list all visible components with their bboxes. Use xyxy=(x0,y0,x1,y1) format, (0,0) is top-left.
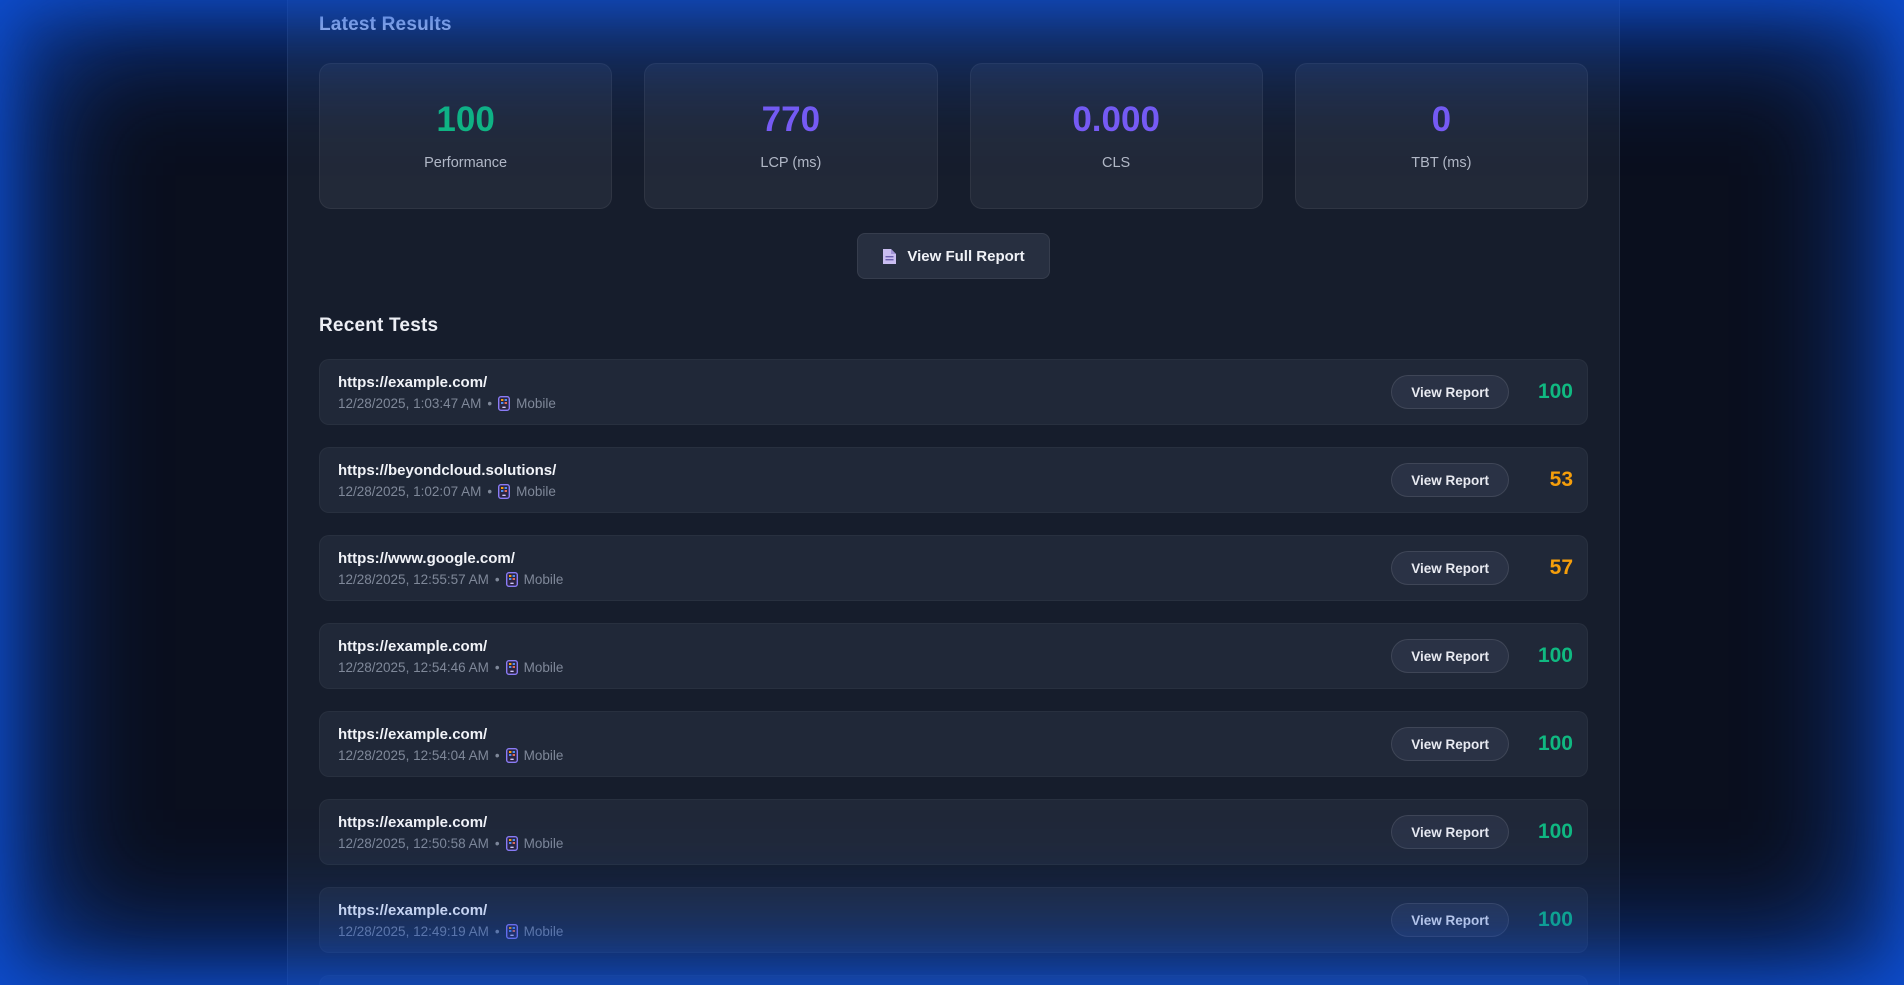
test-url: https://example.com/ xyxy=(338,637,488,655)
test-actions: View Report 100 xyxy=(1391,727,1573,761)
mobile-phone-icon xyxy=(498,395,511,411)
view-report-button[interactable]: View Report xyxy=(1391,815,1509,849)
test-actions: View Report 57 xyxy=(1391,551,1573,585)
metric-label: CLS xyxy=(1102,154,1131,171)
metric-card: 770 LCP (ms) xyxy=(644,63,938,209)
metric-card: 0 TBT (ms) xyxy=(1294,63,1588,209)
test-actions: View Report 100 xyxy=(1391,903,1573,937)
meta-separator-dot: • xyxy=(494,923,500,939)
recent-tests-title: Recent Tests xyxy=(319,315,439,336)
content-panel: Latest Results 100 Performance 770 LCP (… xyxy=(287,0,1620,985)
score-badge: 53 xyxy=(1549,468,1573,491)
test-actions: View Report 53 xyxy=(1391,463,1573,497)
test-info: https://www.google.com/ 12/28/2025, 12:5… xyxy=(338,550,563,587)
test-url: https://beyondcloud.solutions/ xyxy=(338,461,557,479)
test-timestamp: 12/28/2025, 12:49:19 AM xyxy=(338,923,489,939)
test-timestamp: 12/28/2025, 12:50:58 AM xyxy=(338,835,489,851)
test-url: https://example.com/ xyxy=(338,373,488,391)
view-report-button[interactable]: View Report xyxy=(1391,551,1509,585)
view-full-report-label: View Full Report xyxy=(907,247,1025,265)
latest-results-title: Latest Results xyxy=(319,14,452,35)
test-device: Mobile xyxy=(516,395,556,411)
test-actions: View Report 100 xyxy=(1391,815,1573,849)
meta-separator-dot: • xyxy=(494,571,500,587)
list-item: https://example.com/ 12/28/2025, 12:54:4… xyxy=(319,623,1588,689)
mobile-phone-icon xyxy=(505,659,518,675)
view-full-report-button[interactable]: View Full Report xyxy=(857,233,1050,279)
test-timestamp: 12/28/2025, 1:02:07 AM xyxy=(338,483,482,499)
metric-value: 0 xyxy=(1431,99,1452,139)
test-info: https://beyondcloud.solutions/ 12/28/202… xyxy=(338,462,556,499)
test-meta: 12/28/2025, 12:49:19 AM • Mobile xyxy=(338,924,563,939)
mobile-phone-icon xyxy=(505,835,518,851)
metric-value: 770 xyxy=(761,99,821,139)
test-meta: 12/28/2025, 1:02:07 AM • Mobile xyxy=(338,484,556,499)
score-badge: 100 xyxy=(1537,732,1573,755)
test-actions: View Report 100 xyxy=(1391,375,1573,409)
mobile-phone-icon xyxy=(505,923,518,939)
test-timestamp: 12/28/2025, 12:54:04 AM xyxy=(338,747,489,763)
test-url: https://example.com/ xyxy=(338,725,488,743)
metric-label: LCP (ms) xyxy=(760,154,822,171)
list-item: https://example.com/ 12/28/2025, 1:03:47… xyxy=(319,359,1588,425)
score-badge: 57 xyxy=(1549,556,1573,579)
test-timestamp: 12/28/2025, 1:03:47 AM xyxy=(338,395,482,411)
view-report-button[interactable]: View Report xyxy=(1391,375,1509,409)
mobile-phone-icon xyxy=(505,571,518,587)
score-badge: 100 xyxy=(1537,908,1573,931)
test-url: https://www.google.com/ xyxy=(338,549,515,567)
score-badge: 100 xyxy=(1537,380,1573,403)
meta-separator-dot: • xyxy=(494,835,500,851)
test-device: Mobile xyxy=(523,747,564,763)
view-report-button[interactable]: View Report xyxy=(1391,463,1509,497)
test-timestamp: 12/28/2025, 12:54:46 AM xyxy=(338,659,489,675)
document-icon xyxy=(882,248,897,265)
score-badge: 100 xyxy=(1537,644,1573,667)
metric-value: 0.000 xyxy=(1072,99,1160,139)
metric-value: 100 xyxy=(436,99,495,139)
test-meta: 12/28/2025, 12:55:57 AM • Mobile xyxy=(338,572,563,587)
test-device: Mobile xyxy=(523,659,564,675)
list-item: https://example.com/ 12/28/2025, 12:54:0… xyxy=(319,711,1588,777)
meta-separator-dot: • xyxy=(494,747,500,763)
test-meta: 12/28/2025, 12:54:46 AM • Mobile xyxy=(338,660,563,675)
test-timestamp: 12/28/2025, 12:55:57 AM xyxy=(338,571,489,587)
test-info: https://example.com/ 12/28/2025, 12:50:5… xyxy=(338,814,563,851)
test-device: Mobile xyxy=(523,835,564,851)
metric-card: 100 Performance xyxy=(319,63,613,209)
list-item: https://example.com/ 12/28/2025, 12:49:1… xyxy=(319,887,1588,953)
mobile-phone-icon xyxy=(498,483,511,499)
test-url: https://example.com/ xyxy=(338,813,488,831)
list-item: https://beyondcloud.solutions/ 12/28/202… xyxy=(319,447,1588,513)
test-meta: 12/28/2025, 12:54:04 AM • Mobile xyxy=(338,748,563,763)
test-meta: 12/28/2025, 1:03:47 AM • Mobile xyxy=(338,396,556,411)
test-device: Mobile xyxy=(523,571,564,587)
meta-separator-dot: • xyxy=(487,395,493,411)
recent-tests-list: https://example.com/ 12/28/2025, 1:03:47… xyxy=(319,359,1588,985)
test-info: https://example.com/ 12/28/2025, 12:54:4… xyxy=(338,638,563,675)
metric-label: TBT (ms) xyxy=(1411,154,1472,171)
test-info: https://example.com/ 12/28/2025, 12:49:1… xyxy=(338,902,563,939)
view-report-button[interactable]: View Report xyxy=(1391,639,1509,673)
test-device: Mobile xyxy=(516,483,556,499)
metric-label: Performance xyxy=(424,154,508,171)
view-report-button[interactable]: View Report xyxy=(1391,727,1509,761)
test-info: https://example.com/ 12/28/2025, 1:03:47… xyxy=(338,374,556,411)
test-url: https://example.com/ xyxy=(338,901,488,919)
mobile-phone-icon xyxy=(505,747,518,763)
score-badge: 100 xyxy=(1537,820,1573,843)
meta-separator-dot: • xyxy=(494,659,500,675)
list-item-partial xyxy=(319,975,1588,985)
meta-separator-dot: • xyxy=(487,483,493,499)
test-info: https://example.com/ 12/28/2025, 12:54:0… xyxy=(338,726,563,763)
test-device: Mobile xyxy=(523,923,564,939)
test-meta: 12/28/2025, 12:50:58 AM • Mobile xyxy=(338,836,563,851)
test-actions: View Report 100 xyxy=(1391,639,1573,673)
list-item: https://example.com/ 12/28/2025, 12:50:5… xyxy=(319,799,1588,865)
metric-card: 0.000 CLS xyxy=(969,63,1263,209)
list-item: https://www.google.com/ 12/28/2025, 12:5… xyxy=(319,535,1588,601)
view-report-button[interactable]: View Report xyxy=(1391,903,1509,937)
metric-cards: 100 Performance 770 LCP (ms) 0.000 CLS 0… xyxy=(319,63,1588,209)
full-report-row: View Full Report xyxy=(319,233,1588,279)
